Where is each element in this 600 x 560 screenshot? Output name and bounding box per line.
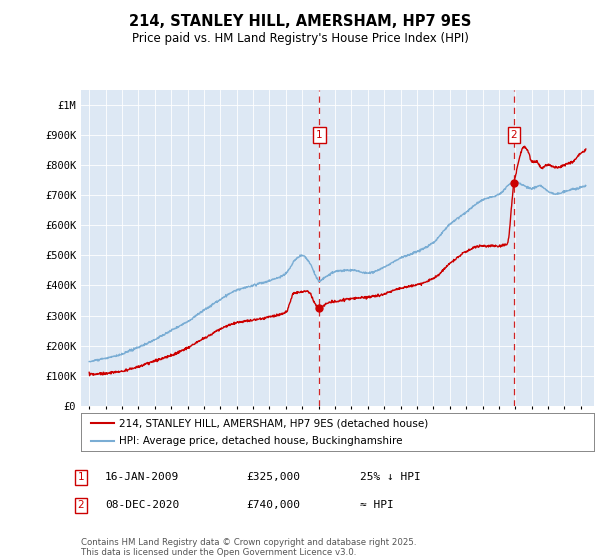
- Text: 214, STANLEY HILL, AMERSHAM, HP7 9ES (detached house): 214, STANLEY HILL, AMERSHAM, HP7 9ES (de…: [119, 418, 429, 428]
- Text: 1: 1: [316, 130, 323, 140]
- Text: 2: 2: [77, 500, 85, 510]
- Text: £740,000: £740,000: [246, 500, 300, 510]
- Text: HPI: Average price, detached house, Buckinghamshire: HPI: Average price, detached house, Buck…: [119, 436, 403, 446]
- Text: £325,000: £325,000: [246, 472, 300, 482]
- Text: Contains HM Land Registry data © Crown copyright and database right 2025.
This d: Contains HM Land Registry data © Crown c…: [81, 538, 416, 557]
- Text: 214, STANLEY HILL, AMERSHAM, HP7 9ES: 214, STANLEY HILL, AMERSHAM, HP7 9ES: [129, 14, 471, 29]
- Text: Price paid vs. HM Land Registry's House Price Index (HPI): Price paid vs. HM Land Registry's House …: [131, 32, 469, 45]
- Text: 08-DEC-2020: 08-DEC-2020: [105, 500, 179, 510]
- Text: ≈ HPI: ≈ HPI: [360, 500, 394, 510]
- Text: 16-JAN-2009: 16-JAN-2009: [105, 472, 179, 482]
- Text: 1: 1: [77, 472, 85, 482]
- Text: 2: 2: [511, 130, 517, 140]
- Text: 25% ↓ HPI: 25% ↓ HPI: [360, 472, 421, 482]
